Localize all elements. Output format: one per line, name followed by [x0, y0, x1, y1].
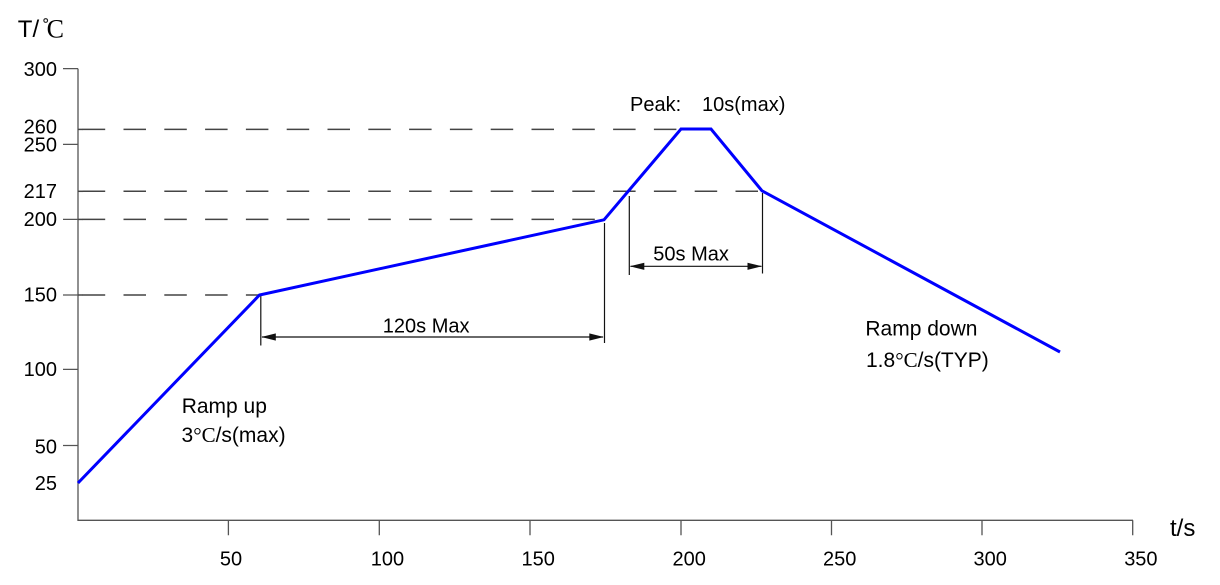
svg-text:50: 50 — [220, 549, 242, 571]
svg-text:200: 200 — [673, 549, 706, 571]
svg-text:1.8°C/s(TYP): 1.8°C/s(TYP) — [866, 348, 989, 372]
svg-text:250: 250 — [24, 134, 57, 156]
svg-text:T/: T/ — [18, 16, 40, 43]
svg-text:300: 300 — [24, 59, 57, 81]
svg-text:260: 260 — [24, 117, 57, 139]
svg-text:Ramp down: Ramp down — [865, 318, 977, 341]
svg-text:250: 250 — [823, 549, 856, 571]
svg-text:150: 150 — [24, 285, 57, 307]
svg-text:50: 50 — [35, 436, 57, 458]
svg-text:100: 100 — [24, 359, 57, 381]
svg-text:10s(max): 10s(max) — [702, 94, 785, 116]
svg-text:t/s: t/s — [1170, 515, 1195, 542]
svg-text:120s Max: 120s Max — [383, 316, 470, 338]
svg-text:350: 350 — [1124, 549, 1157, 571]
svg-text:3°C/s(max): 3°C/s(max) — [182, 423, 286, 447]
svg-text:50s Max: 50s Max — [653, 244, 729, 266]
svg-text:C: C — [47, 14, 64, 43]
svg-text:300: 300 — [974, 549, 1007, 571]
svg-text:Ramp up: Ramp up — [182, 395, 267, 418]
svg-text:200: 200 — [24, 209, 57, 231]
svg-text:217: 217 — [24, 181, 57, 203]
svg-text:100: 100 — [371, 549, 404, 571]
svg-text:Peak:: Peak: — [630, 94, 681, 116]
svg-text:25: 25 — [35, 473, 57, 495]
svg-text:150: 150 — [522, 549, 555, 571]
